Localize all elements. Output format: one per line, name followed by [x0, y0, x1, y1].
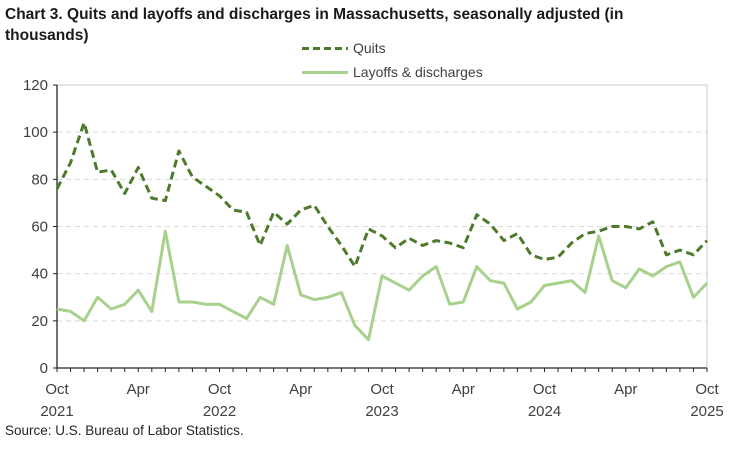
y-axis-label: 120 — [23, 77, 48, 94]
y-axis-label: 60 — [31, 219, 48, 236]
quits-line-swatch — [302, 46, 348, 50]
legend-label-quits: Quits — [353, 40, 386, 56]
y-axis-label: 20 — [31, 313, 48, 330]
legend-item-layoffs: Layoffs & discharges — [302, 60, 483, 84]
x-axis-label-month: Oct — [208, 381, 232, 398]
x-axis-label-month: Apr — [452, 381, 475, 398]
chart-title: Chart 3. Quits and layoffs and discharge… — [5, 6, 624, 44]
chart-legend: Quits Layoffs & discharges — [302, 36, 483, 84]
x-axis-label-month: Oct — [45, 381, 69, 398]
legend-item-quits: Quits — [302, 36, 483, 60]
y-axis-label: 40 — [31, 266, 48, 283]
x-axis-label-month: Oct — [370, 381, 394, 398]
quits-series-line — [55, 121, 709, 269]
layoffs-line-swatch — [302, 70, 348, 74]
y-axis-label: 0 — [40, 360, 48, 377]
x-axis-label-year: 2024 — [528, 403, 561, 420]
x-axis-label-year: 2023 — [365, 403, 398, 420]
x-axis-label-month: Apr — [289, 381, 312, 398]
legend-label-layoffs: Layoffs & discharges — [353, 64, 483, 80]
x-axis-label-month: Apr — [127, 381, 150, 398]
x-axis-label-year: 2021 — [40, 403, 73, 420]
y-axis-label: 80 — [31, 171, 48, 188]
layoffs-series-line — [56, 229, 709, 342]
x-axis-label-month: Oct — [533, 381, 557, 398]
x-axis-label-year: 2025 — [690, 403, 723, 420]
x-axis-label-month: Oct — [695, 381, 719, 398]
y-axis-label: 100 — [23, 124, 48, 141]
x-axis-label-month: Apr — [614, 381, 637, 398]
x-axis-label-year: 2022 — [203, 403, 236, 420]
source-note: Source: U.S. Bureau of Labor Statistics. — [5, 423, 244, 438]
